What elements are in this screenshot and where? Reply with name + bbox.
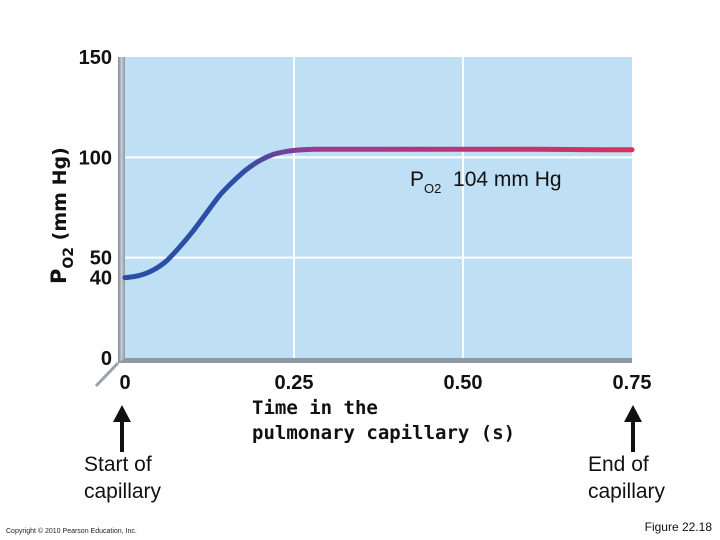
end-of-capillary-note: End of capillary [588, 451, 665, 505]
y-tick-label: 100 [79, 147, 112, 169]
start-note-line2: capillary [84, 480, 162, 503]
end-note-line2: capillary [588, 480, 666, 503]
y-tick-label: 50 [90, 248, 112, 270]
x-axis-line [118, 358, 632, 363]
y-tick-label: 0 [101, 348, 112, 370]
axis-corner-line [94, 361, 120, 388]
arrow-up-icon [624, 405, 642, 452]
gridlines [125, 57, 632, 358]
plot-area [125, 57, 632, 358]
copyright-text: Copyright © 2010 Pearson Education, Inc. [6, 528, 137, 535]
x-tick-label: 0.75 [613, 372, 652, 394]
annotation-po2-value: PO2 104 mm Hg [410, 168, 562, 196]
x-tick-label: 0.50 [444, 372, 483, 394]
y-axis-label: PO2 (mm Hg) [47, 147, 77, 284]
figure-number: Figure 22.18 [644, 520, 712, 534]
end-note-line1: End of [588, 453, 649, 476]
arrow-up-icon [113, 405, 131, 452]
start-note-line1: Start of [84, 453, 152, 476]
y-tick-label: 40 [90, 268, 112, 290]
x-tick-label: 0 [119, 372, 130, 394]
series-line-po2 [122, 146, 635, 281]
start-of-capillary-note: Start of capillary [84, 451, 161, 505]
x-tick-label: 0.25 [275, 372, 314, 394]
y-axis-line [118, 57, 125, 363]
x-axis-label: Time in the pulmonary capillary (s) [252, 397, 516, 444]
y-tick-label: 150 [79, 47, 112, 69]
